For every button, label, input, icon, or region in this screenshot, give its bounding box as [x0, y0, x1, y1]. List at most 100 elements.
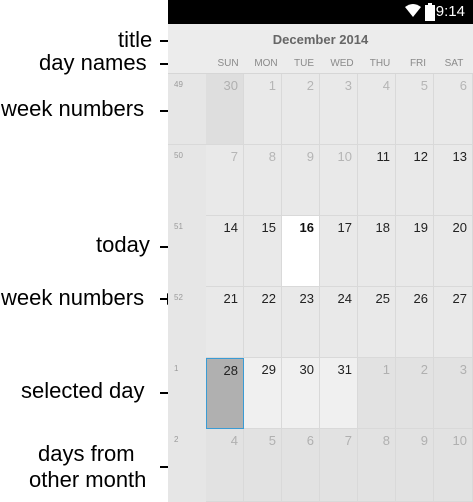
week-number: 50: [174, 151, 183, 160]
other-month-day-cell[interactable]: 9: [396, 429, 434, 502]
day-cell[interactable]: 19: [396, 216, 434, 287]
day-cell[interactable]: 4: [358, 74, 396, 145]
day-cell[interactable]: 31: [320, 358, 358, 429]
day-cell[interactable]: 29: [244, 358, 282, 429]
day-cell[interactable]: 14: [206, 216, 244, 287]
day-cell[interactable]: 18: [358, 216, 396, 287]
day-number: 30: [223, 78, 238, 93]
other-month-day-cell[interactable]: 10: [434, 429, 473, 502]
day-cell[interactable]: 30: [282, 358, 320, 429]
day-number: 9: [306, 149, 314, 164]
day-number: 20: [452, 220, 467, 235]
day-name: WED: [330, 58, 354, 69]
annotation-title: title: [118, 27, 153, 52]
week-number-column: [168, 74, 206, 502]
day-cell[interactable]: 6: [434, 74, 473, 145]
day-number: 27: [452, 291, 467, 306]
day-number: 14: [223, 220, 238, 235]
day-cell[interactable]: 17: [320, 216, 358, 287]
day-number: 11: [376, 149, 391, 164]
annotation-day-names: day names: [39, 50, 147, 75]
day-number: 30: [299, 362, 314, 377]
annotation-other-month-line2: other month: [29, 467, 147, 492]
other-month-day-cell[interactable]: 2: [396, 358, 434, 429]
other-month-day-cell[interactable]: 8: [358, 429, 396, 502]
day-cell[interactable]: 20: [434, 216, 473, 287]
day-number: 10: [452, 433, 467, 448]
day-number: 29: [261, 362, 276, 377]
day-cell[interactable]: 26: [396, 287, 434, 358]
day-name: SUN: [217, 58, 239, 69]
day-name: THU: [369, 58, 391, 69]
other-month-day-cell[interactable]: 5: [244, 429, 282, 502]
day-number: 6: [459, 78, 467, 93]
wifi-icon: [405, 4, 421, 21]
day-cell[interactable]: 7: [206, 145, 244, 216]
day-cell[interactable]: 11: [358, 145, 396, 216]
annotation-selected-day: selected day: [21, 378, 145, 403]
other-month-day-cell[interactable]: 7: [320, 429, 358, 502]
annotation-today: today: [96, 232, 150, 257]
day-cell[interactable]: 9: [282, 145, 320, 216]
annotation-week-numbers-bottom: week numbers: [1, 285, 145, 310]
day-name: FRI: [409, 58, 427, 69]
day-cell[interactable]: 24: [320, 287, 358, 358]
day-number: 1: [268, 78, 276, 93]
battery-icon: [425, 3, 435, 21]
day-number: 6: [306, 433, 314, 448]
day-cell[interactable]: 21: [206, 287, 244, 358]
day-number: 5: [420, 78, 428, 93]
calendar-header: December 2014: [168, 24, 473, 57]
day-number: 22: [261, 291, 276, 306]
day-cell[interactable]: 25: [358, 287, 396, 358]
today-cell[interactable]: 16: [282, 216, 320, 287]
day-number: 19: [413, 220, 428, 235]
calendar-title[interactable]: December 2014: [272, 32, 369, 47]
week-number: 2: [174, 435, 179, 444]
day-cell[interactable]: 2: [282, 74, 320, 145]
day-number: 8: [382, 433, 390, 448]
day-number: 18: [375, 220, 390, 235]
day-number: 31: [337, 362, 352, 377]
day-number: 24: [337, 291, 352, 306]
day-number: 7: [344, 433, 352, 448]
day-cell[interactable]: 15: [244, 216, 282, 287]
day-cell[interactable]: 3: [320, 74, 358, 145]
day-name: SAT: [444, 58, 464, 69]
annotation-week-numbers-top: week numbers: [1, 96, 145, 121]
day-number: 5: [268, 433, 276, 448]
day-number: 2: [306, 78, 314, 93]
day-number: 3: [344, 78, 352, 93]
day-number: 21: [223, 291, 238, 306]
day-cell[interactable]: 8: [244, 145, 282, 216]
day-number: 26: [413, 291, 428, 306]
day-name: MON: [254, 58, 278, 69]
day-number: 4: [382, 78, 390, 93]
other-month-day-cell[interactable]: 6: [282, 429, 320, 502]
day-cell[interactable]: [168, 74, 206, 145]
day-number: 23: [299, 291, 314, 306]
other-month-day-cell[interactable]: 4: [206, 429, 244, 502]
day-number: 9: [420, 433, 428, 448]
day-cell[interactable]: 5: [396, 74, 434, 145]
day-number: 3: [459, 362, 467, 377]
other-month-day-cell[interactable]: 1: [358, 358, 396, 429]
arrow-week-numbers-bottom: [160, 293, 176, 305]
day-cell[interactable]: 12: [396, 145, 434, 216]
day-cell[interactable]: 30: [206, 74, 244, 145]
day-cell[interactable]: 22: [244, 287, 282, 358]
day-cell[interactable]: 10: [320, 145, 358, 216]
day-cell[interactable]: 27: [434, 287, 473, 358]
day-number: 10: [337, 149, 352, 164]
day-number: 25: [375, 291, 390, 306]
day-cell[interactable]: 13: [434, 145, 473, 216]
day-names-row: SUN MON TUE WED THU FRI SAT: [168, 56, 473, 74]
status-bar: 9:14: [168, 0, 473, 24]
week-number: 49: [174, 80, 183, 89]
day-cell[interactable]: 23: [282, 287, 320, 358]
day-number: 17: [337, 220, 352, 235]
selected-day-cell[interactable]: 28: [206, 358, 244, 429]
day-cell[interactable]: 1: [244, 74, 282, 145]
other-month-day-cell[interactable]: 3: [434, 358, 473, 429]
day-number: 13: [452, 149, 467, 164]
